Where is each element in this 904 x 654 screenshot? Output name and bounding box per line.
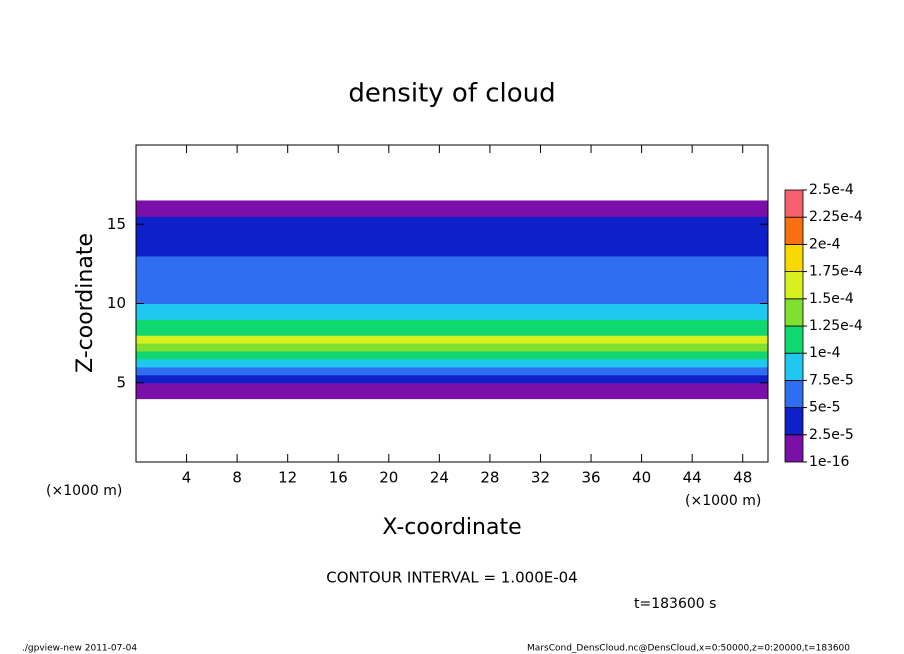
colorbar-box	[784, 434, 804, 463]
density-band	[136, 358, 768, 368]
chart-title: density of cloud	[348, 79, 555, 109]
colorbar-box	[784, 243, 804, 272]
density-band	[136, 327, 768, 336]
contour-note: CONTOUR INTERVAL = 1.000E-04	[326, 569, 577, 587]
colorbar-label: 1e-4	[809, 345, 841, 361]
density-band	[136, 303, 768, 312]
density-band	[136, 287, 768, 297]
density-band	[136, 248, 768, 257]
x-axis-label: X-coordinate	[382, 515, 521, 540]
density-band	[136, 279, 768, 289]
colorbar-box	[784, 379, 804, 408]
footer-left: ./gpview-new 2011-07-04	[22, 644, 137, 654]
colorbar-box	[784, 325, 804, 354]
colorbar-box	[784, 189, 804, 218]
density-band	[136, 232, 768, 241]
density-band	[136, 224, 768, 233]
density-band	[136, 295, 768, 304]
footer-right: MarsCond_DensCloud.nc@DensCloud,x=0:5000…	[527, 644, 850, 654]
colorbar-box	[784, 271, 804, 300]
density-band	[136, 374, 768, 384]
density-band	[136, 240, 768, 249]
density-band	[136, 335, 768, 344]
x-tick-label: 40	[632, 469, 651, 487]
colorbar-box	[784, 407, 804, 436]
density-band	[136, 390, 768, 400]
colorbar-box	[784, 216, 804, 245]
y-unit: (×1000 m)	[46, 483, 122, 499]
colorbar-label: 5e-5	[809, 400, 840, 416]
density-band	[136, 271, 768, 281]
density-band	[136, 351, 768, 360]
colorbar-label: 2.5e-5	[809, 427, 854, 443]
y-tick-label: 5	[116, 373, 126, 391]
density-band	[136, 382, 768, 392]
x-tick-label: 24	[430, 469, 449, 487]
y-axis-label: Z-coordinate	[73, 233, 98, 373]
colorbar-label: 2.5e-4	[809, 182, 854, 198]
x-tick-label: 36	[581, 469, 600, 487]
colorbar-box	[784, 298, 804, 327]
colorbar-box	[784, 352, 804, 381]
colorbar-label: 1.75e-4	[809, 264, 863, 280]
density-band	[136, 263, 768, 273]
colorbar-label: 7.5e-5	[809, 372, 854, 388]
colorbar-label: 1.25e-4	[809, 318, 863, 334]
x-tick-label: 44	[683, 469, 702, 487]
density-band	[136, 255, 768, 265]
colorbar-label: 1e-16	[809, 454, 849, 470]
y-tick-label: 10	[107, 294, 126, 312]
density-band	[136, 319, 768, 328]
x-tick-label: 28	[480, 469, 499, 487]
x-tick-label: 12	[278, 469, 297, 487]
density-band	[136, 200, 768, 209]
density-band	[136, 216, 768, 225]
density-band	[136, 208, 768, 217]
x-tick-label: 20	[379, 469, 398, 487]
density-band	[136, 311, 768, 320]
x-tick-label: 48	[733, 469, 752, 487]
colorbar-label: 1.5e-4	[809, 291, 854, 307]
x-tick-label: 8	[232, 469, 242, 487]
density-band	[136, 343, 768, 352]
y-tick-label: 15	[107, 215, 126, 233]
colorbar-label: 2.25e-4	[809, 209, 863, 225]
density-band	[136, 366, 768, 376]
x-tick-label: 32	[531, 469, 550, 487]
x-tick-label: 4	[182, 469, 192, 487]
x-tick-label: 16	[329, 469, 348, 487]
x-unit: (×1000 m)	[685, 493, 761, 509]
time-note: t=183600 s	[634, 596, 716, 612]
colorbar-label: 2e-4	[809, 236, 841, 252]
